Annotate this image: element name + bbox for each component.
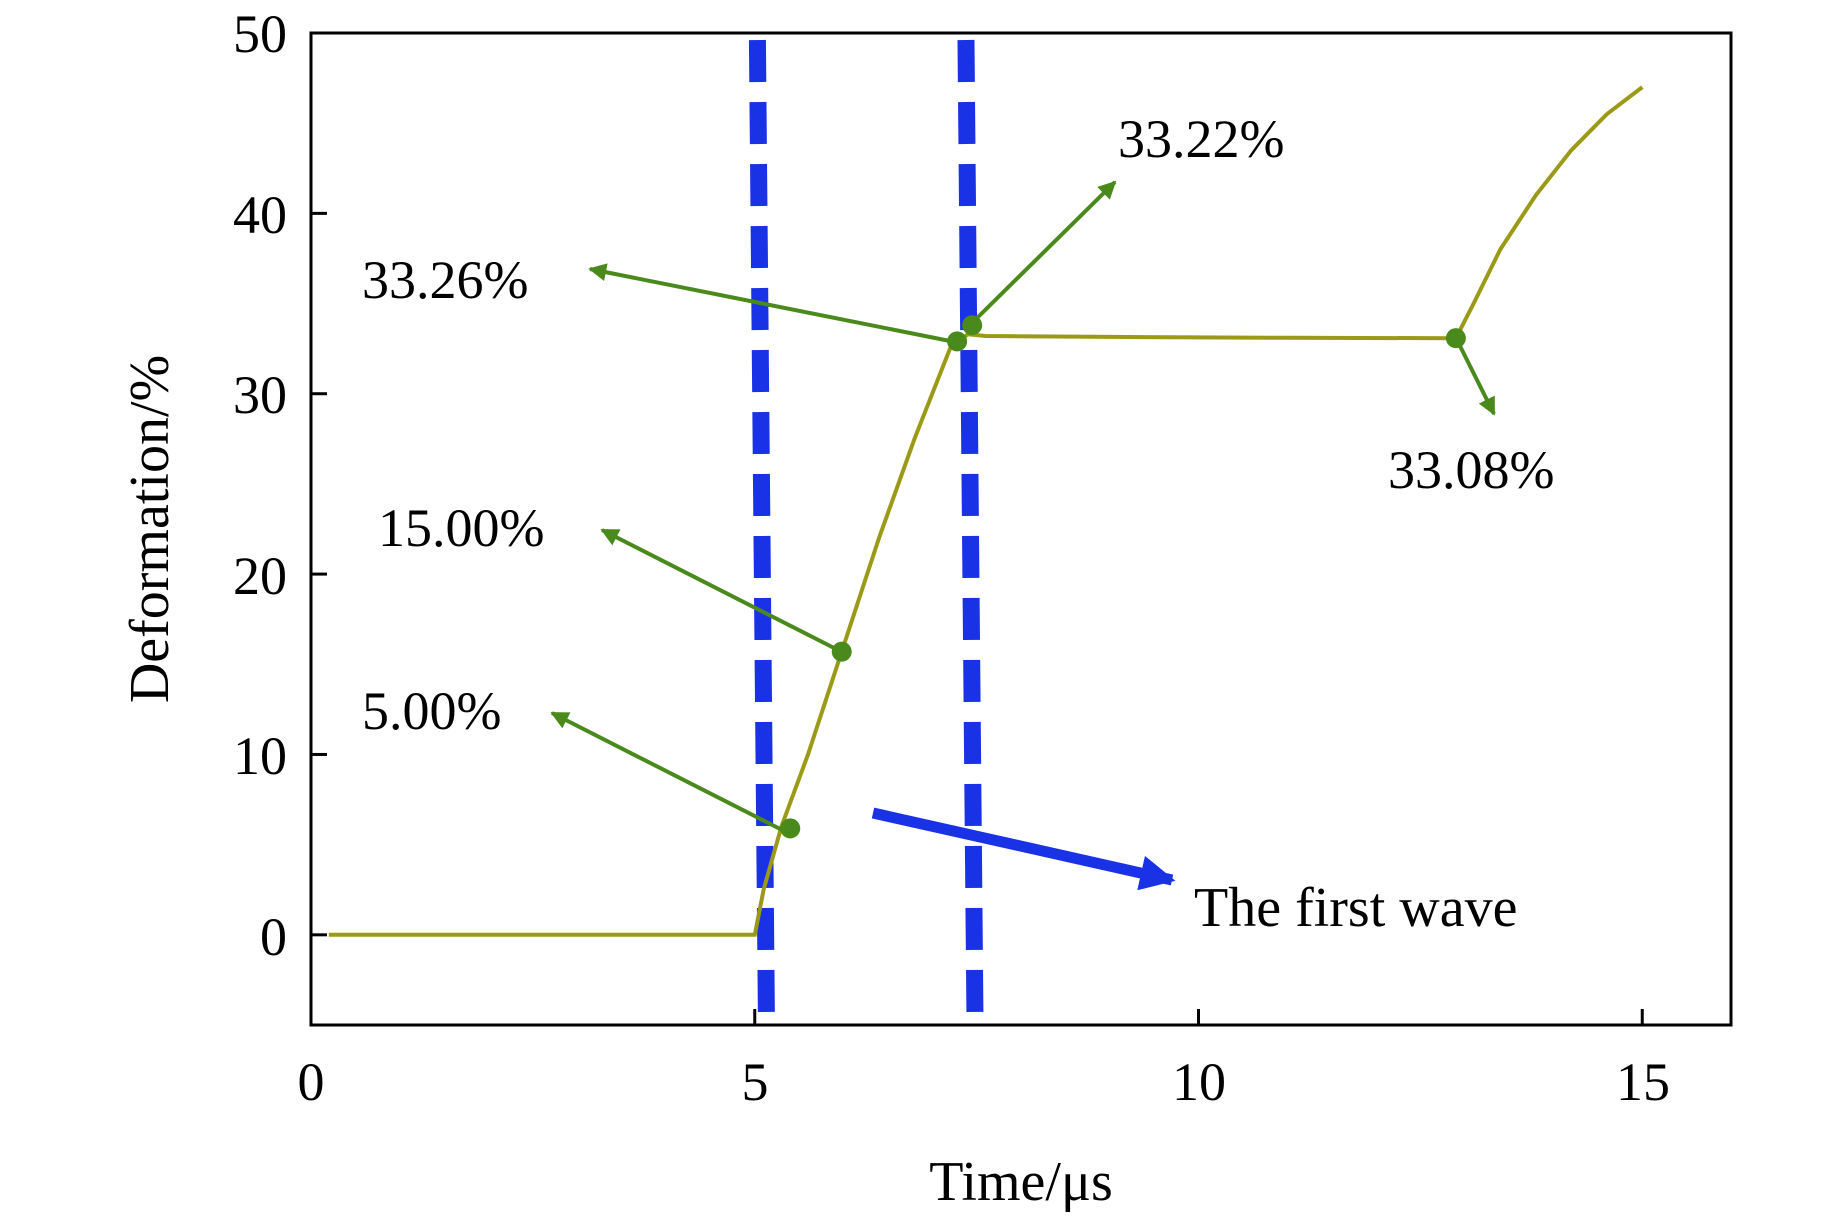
data-marker-2 <box>947 331 968 352</box>
annotation-5pct: 5.00% <box>362 681 501 741</box>
deformation-curve <box>328 85 1644 937</box>
annotation-arrows <box>550 180 1496 891</box>
annotation-33-08pct: 33.08% <box>1388 440 1554 500</box>
dashed-vertical-lines <box>748 39 984 1019</box>
y-tick-label-3: 30 <box>233 365 287 425</box>
x-axis-title: Time/μs <box>929 1151 1113 1213</box>
arrow-15pct <box>600 528 841 653</box>
annotation-33-22pct: 33.22% <box>1118 109 1284 169</box>
arrow-33-26pct <box>588 263 956 344</box>
y-tick-label-0: 0 <box>260 907 287 967</box>
annotation-33-26pct: 33.26% <box>362 250 528 310</box>
curve-layer <box>328 85 1644 937</box>
dashed-line-0 <box>748 39 775 1019</box>
data-marker-4 <box>1445 328 1466 349</box>
tick-labels: 0 5 10 15 0 10 20 30 40 50 <box>233 4 1670 1112</box>
x-tick-label-0: 0 <box>298 1052 325 1112</box>
y-axis-title: Deformation/% <box>119 355 181 703</box>
annotations: 5.00% 15.00% 33.26% 33.22% 33.08% The fi… <box>362 109 1554 939</box>
x-tick-label-2: 10 <box>1172 1052 1226 1112</box>
first-wave-label: The first wave <box>1194 877 1517 939</box>
data-marker-1 <box>831 641 852 662</box>
data-marker-0 <box>780 818 801 839</box>
axes-frame <box>309 31 1733 1027</box>
y-tick-label-5: 50 <box>233 4 287 64</box>
arrow-5pct <box>550 711 787 834</box>
data-marker-3 <box>962 315 983 336</box>
markers-layer <box>780 315 1466 839</box>
annotation-15pct: 15.00% <box>378 498 544 558</box>
dashed-line-1 <box>957 39 984 1019</box>
x-tick-label-3: 15 <box>1616 1052 1670 1112</box>
y-tick-label-4: 40 <box>233 185 287 245</box>
y-tick-label-1: 10 <box>233 726 287 786</box>
x-tick-label-1: 5 <box>742 1052 769 1112</box>
plot-frame <box>309 31 1733 1027</box>
y-tick-label-2: 20 <box>233 546 287 606</box>
arrow-33-22pct <box>971 180 1117 324</box>
arrow-first-wave <box>871 807 1176 891</box>
arrow-33-08pct <box>1455 339 1496 416</box>
axis-ticks <box>309 31 1644 1025</box>
